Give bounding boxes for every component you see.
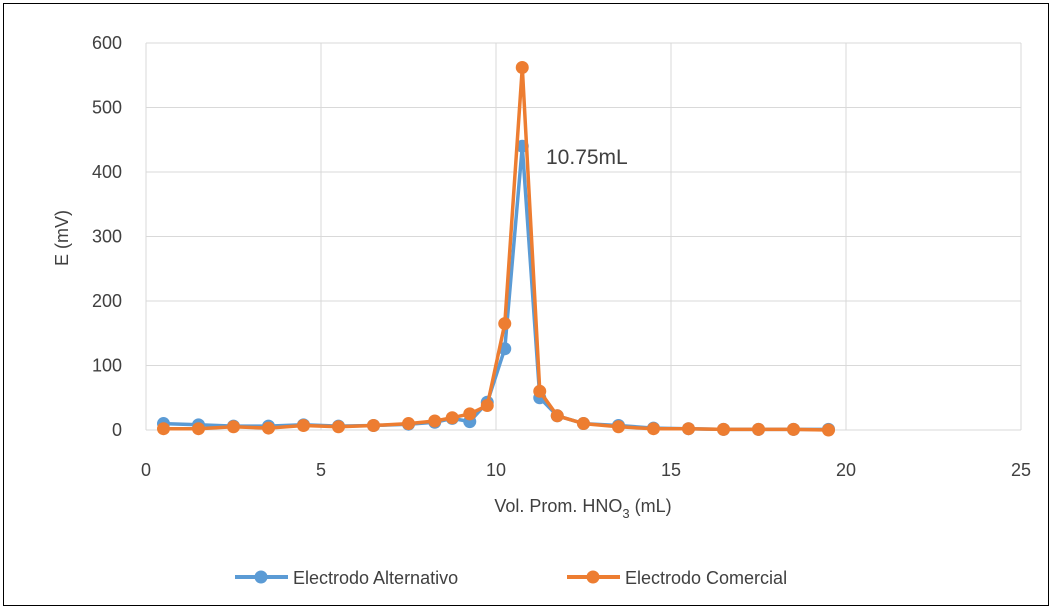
data-point: [577, 417, 590, 431]
data-point: [192, 422, 205, 436]
legend-item-comercial: Electrodo Comercial: [567, 568, 787, 588]
x-tick-label: 25: [1011, 460, 1031, 480]
data-point: [515, 61, 529, 75]
series-comercial: [157, 61, 835, 437]
x-tick-label: 20: [836, 460, 856, 480]
data-point: [157, 422, 170, 436]
data-point: [717, 422, 730, 436]
data-point: [550, 409, 564, 423]
series-layer: [157, 61, 835, 437]
data-point: [367, 418, 380, 432]
y-tick-label: 400: [92, 162, 122, 182]
data-point: [463, 407, 477, 421]
x-tick-label: 5: [316, 460, 326, 480]
legend-label-alternativo: Electrodo Alternativo: [293, 568, 458, 588]
data-point: [787, 422, 800, 436]
data-point: [297, 418, 310, 432]
gridlines: [145, 42, 1022, 431]
y-axis-ticks: 0 100 200 300 400 500 600: [92, 33, 122, 440]
legend: Electrodo Alternativo Electrodo Comercia…: [235, 568, 787, 588]
data-point: [647, 422, 660, 436]
data-point: [402, 417, 415, 431]
y-tick-label: 100: [92, 356, 122, 376]
data-point: [480, 398, 494, 412]
data-point: [752, 422, 765, 436]
data-point: [428, 414, 442, 428]
y-tick-label: 0: [112, 420, 122, 440]
x-tick-label: 0: [141, 460, 151, 480]
data-point: [612, 420, 625, 434]
data-point: [498, 317, 512, 331]
equivalence-point-label: 10.75mL: [546, 146, 628, 169]
legend-label-comercial: Electrodo Comercial: [625, 568, 787, 588]
data-point: [227, 420, 240, 434]
y-tick-label: 600: [92, 33, 122, 53]
x-axis-title-subscript: 3: [622, 506, 629, 521]
chart-frame: [3, 3, 1049, 606]
x-axis-title: Vol. Prom. HNO3 (mL): [494, 496, 671, 521]
y-tick-label: 500: [92, 98, 122, 118]
x-axis-title-main: Vol. Prom. HNO: [494, 496, 622, 516]
data-point: [445, 411, 459, 425]
x-tick-label: 15: [661, 460, 681, 480]
data-point: [533, 384, 547, 398]
x-tick-label: 10: [486, 460, 506, 480]
x-axis-title-suffix: (mL): [630, 496, 672, 516]
data-point: [682, 422, 695, 436]
x-axis-ticks: 0 5 10 15 20 25: [141, 460, 1031, 480]
data-point: [262, 421, 275, 435]
data-point: [822, 423, 835, 437]
legend-item-alternativo: Electrodo Alternativo: [235, 568, 458, 588]
y-tick-label: 300: [92, 227, 122, 247]
y-tick-label: 200: [92, 291, 122, 311]
data-point: [332, 420, 345, 434]
y-axis-title: E (mV): [52, 210, 72, 266]
